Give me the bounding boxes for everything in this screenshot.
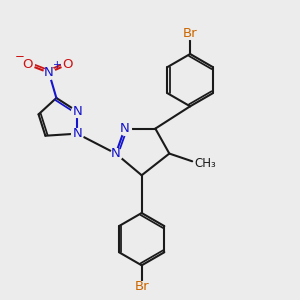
Text: O: O [62, 58, 73, 71]
Text: O: O [22, 58, 33, 71]
Text: N: N [120, 122, 130, 135]
Text: N: N [44, 66, 54, 79]
Text: N: N [72, 127, 82, 140]
Text: Br: Br [134, 280, 149, 293]
Text: Br: Br [183, 27, 197, 40]
Text: N: N [111, 147, 121, 160]
Text: N: N [72, 105, 82, 118]
Text: +: + [53, 60, 61, 70]
Text: −: − [14, 50, 24, 64]
Text: CH₃: CH₃ [195, 157, 216, 169]
